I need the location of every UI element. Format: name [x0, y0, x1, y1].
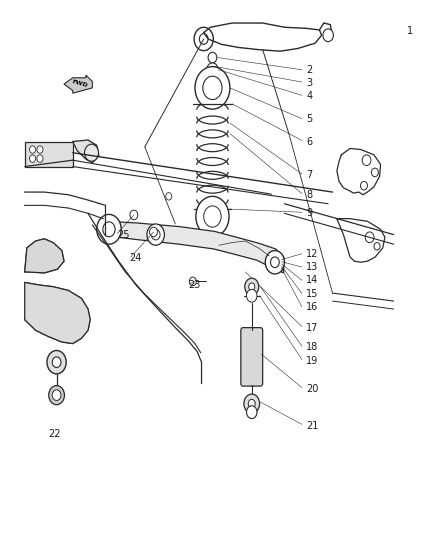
Circle shape [248, 399, 255, 408]
Circle shape [207, 63, 218, 77]
Circle shape [47, 351, 66, 374]
Text: 24: 24 [130, 253, 142, 263]
Circle shape [49, 385, 64, 405]
Text: 1: 1 [407, 26, 413, 36]
Circle shape [166, 192, 172, 200]
Text: 15: 15 [306, 288, 319, 298]
Circle shape [85, 144, 99, 161]
Circle shape [208, 52, 217, 63]
Text: 18: 18 [306, 342, 318, 352]
Circle shape [244, 394, 260, 413]
Circle shape [365, 232, 374, 243]
Text: 3: 3 [306, 78, 312, 88]
Circle shape [189, 277, 196, 286]
Text: 23: 23 [188, 280, 201, 290]
Text: 8: 8 [306, 190, 312, 200]
Circle shape [247, 406, 257, 418]
Circle shape [130, 210, 138, 220]
Text: 12: 12 [306, 249, 319, 259]
Text: 20: 20 [306, 384, 319, 394]
Circle shape [265, 251, 285, 274]
Text: 4: 4 [306, 91, 312, 101]
Circle shape [210, 67, 215, 72]
Circle shape [97, 214, 121, 244]
Circle shape [247, 289, 257, 302]
Circle shape [371, 168, 378, 176]
Text: 16: 16 [306, 302, 318, 312]
Text: 5: 5 [306, 114, 313, 124]
Circle shape [271, 257, 279, 268]
Circle shape [323, 29, 333, 42]
Text: 25: 25 [117, 230, 130, 240]
Circle shape [245, 278, 259, 295]
Circle shape [249, 283, 255, 290]
Circle shape [37, 155, 43, 163]
Text: 21: 21 [306, 421, 319, 431]
FancyBboxPatch shape [241, 328, 263, 386]
Circle shape [37, 146, 43, 154]
Circle shape [29, 146, 35, 154]
Circle shape [196, 196, 229, 237]
Polygon shape [25, 282, 90, 344]
Circle shape [29, 155, 35, 163]
Circle shape [103, 222, 115, 237]
Text: 22: 22 [49, 429, 61, 439]
Circle shape [52, 390, 61, 400]
Text: 9: 9 [306, 208, 312, 219]
Circle shape [150, 227, 157, 237]
Polygon shape [73, 140, 99, 163]
Text: 6: 6 [306, 136, 312, 147]
Bar [25, 142, 73, 166]
Circle shape [194, 27, 213, 51]
Circle shape [147, 224, 164, 245]
Circle shape [362, 155, 371, 165]
Text: 13: 13 [306, 262, 318, 272]
Polygon shape [64, 75, 92, 93]
Text: 2: 2 [306, 65, 313, 75]
Circle shape [52, 357, 61, 368]
Circle shape [204, 206, 221, 227]
Polygon shape [105, 221, 284, 273]
Circle shape [151, 229, 160, 240]
Circle shape [195, 67, 230, 109]
Text: 7: 7 [306, 170, 313, 180]
Circle shape [203, 76, 222, 100]
Circle shape [360, 181, 367, 190]
Text: 14: 14 [306, 276, 318, 285]
Circle shape [199, 34, 208, 44]
Circle shape [374, 243, 380, 250]
Text: FWD: FWD [71, 79, 89, 88]
Polygon shape [25, 239, 64, 273]
Text: 17: 17 [306, 322, 319, 333]
Text: 19: 19 [306, 356, 318, 366]
